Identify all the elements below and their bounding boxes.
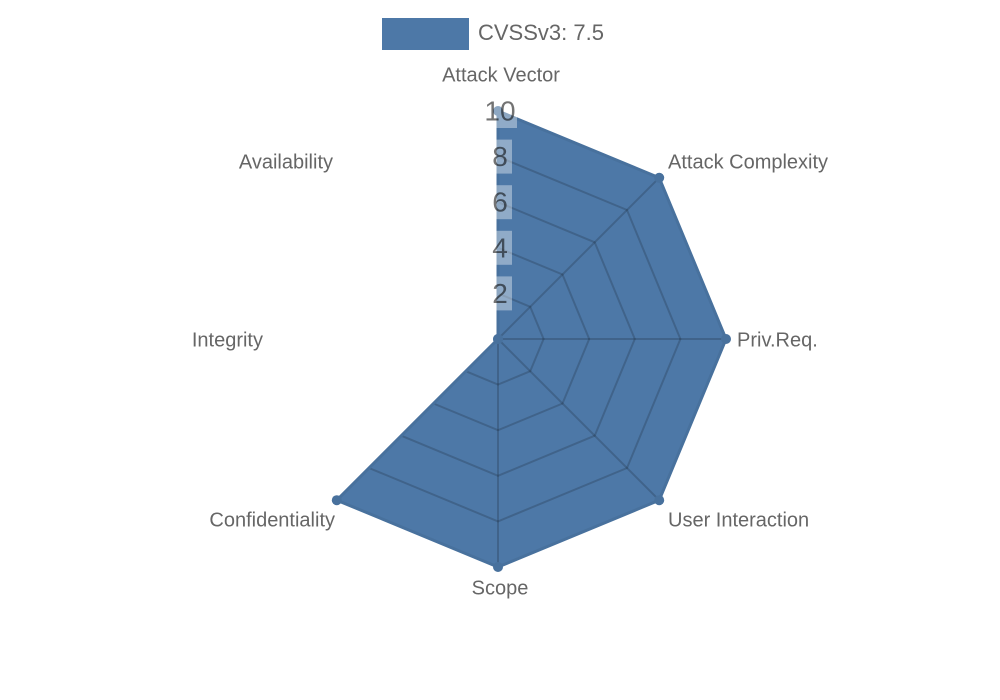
axis-label-priv-req: Priv.Req.	[737, 329, 818, 352]
data-point	[721, 334, 731, 344]
axis-label-confidentiality: Confidentiality	[209, 509, 335, 532]
data-polygon-border	[335, 109, 728, 569]
data-point	[493, 334, 503, 344]
axis-label-availability: Availability	[238, 151, 333, 174]
data-point	[654, 172, 665, 183]
radial-ticks: 2 4 6 8 10	[483, 94, 517, 311]
tick-label: 2	[492, 278, 508, 309]
grid-spoke	[497, 177, 660, 340]
tick-backdrop	[488, 276, 512, 311]
data-point	[654, 495, 665, 506]
axis-label-attack-complexity: Attack Complexity	[668, 151, 829, 174]
axis-label-integrity: Integrity	[191, 329, 263, 352]
tick-label: 8	[492, 141, 508, 172]
tick-backdrop	[488, 185, 512, 220]
data-polygon	[336, 111, 726, 567]
tick-label: 6	[492, 187, 508, 218]
axis-label-scope: Scope	[471, 577, 529, 600]
legend-swatch	[382, 18, 469, 50]
data-point	[331, 495, 342, 506]
data-point	[493, 106, 503, 116]
axis-label-user-interaction: User Interaction	[668, 509, 810, 532]
tick-label: 4	[492, 232, 508, 263]
axis-label-attack-vector: Attack Vector	[442, 64, 560, 87]
data-point	[493, 562, 503, 572]
tick-backdrop	[488, 139, 512, 174]
grid-spoke	[336, 177, 499, 340]
legend-label: CVSSv3: 7.5	[478, 20, 604, 45]
grid-spoke	[497, 338, 660, 501]
tick-backdrop	[483, 94, 517, 128]
legend-item[interactable]: CVSSv3: 7.5	[0, 0, 1000, 60]
tick-backdrop	[488, 230, 512, 265]
tick-label: 10	[484, 96, 515, 127]
